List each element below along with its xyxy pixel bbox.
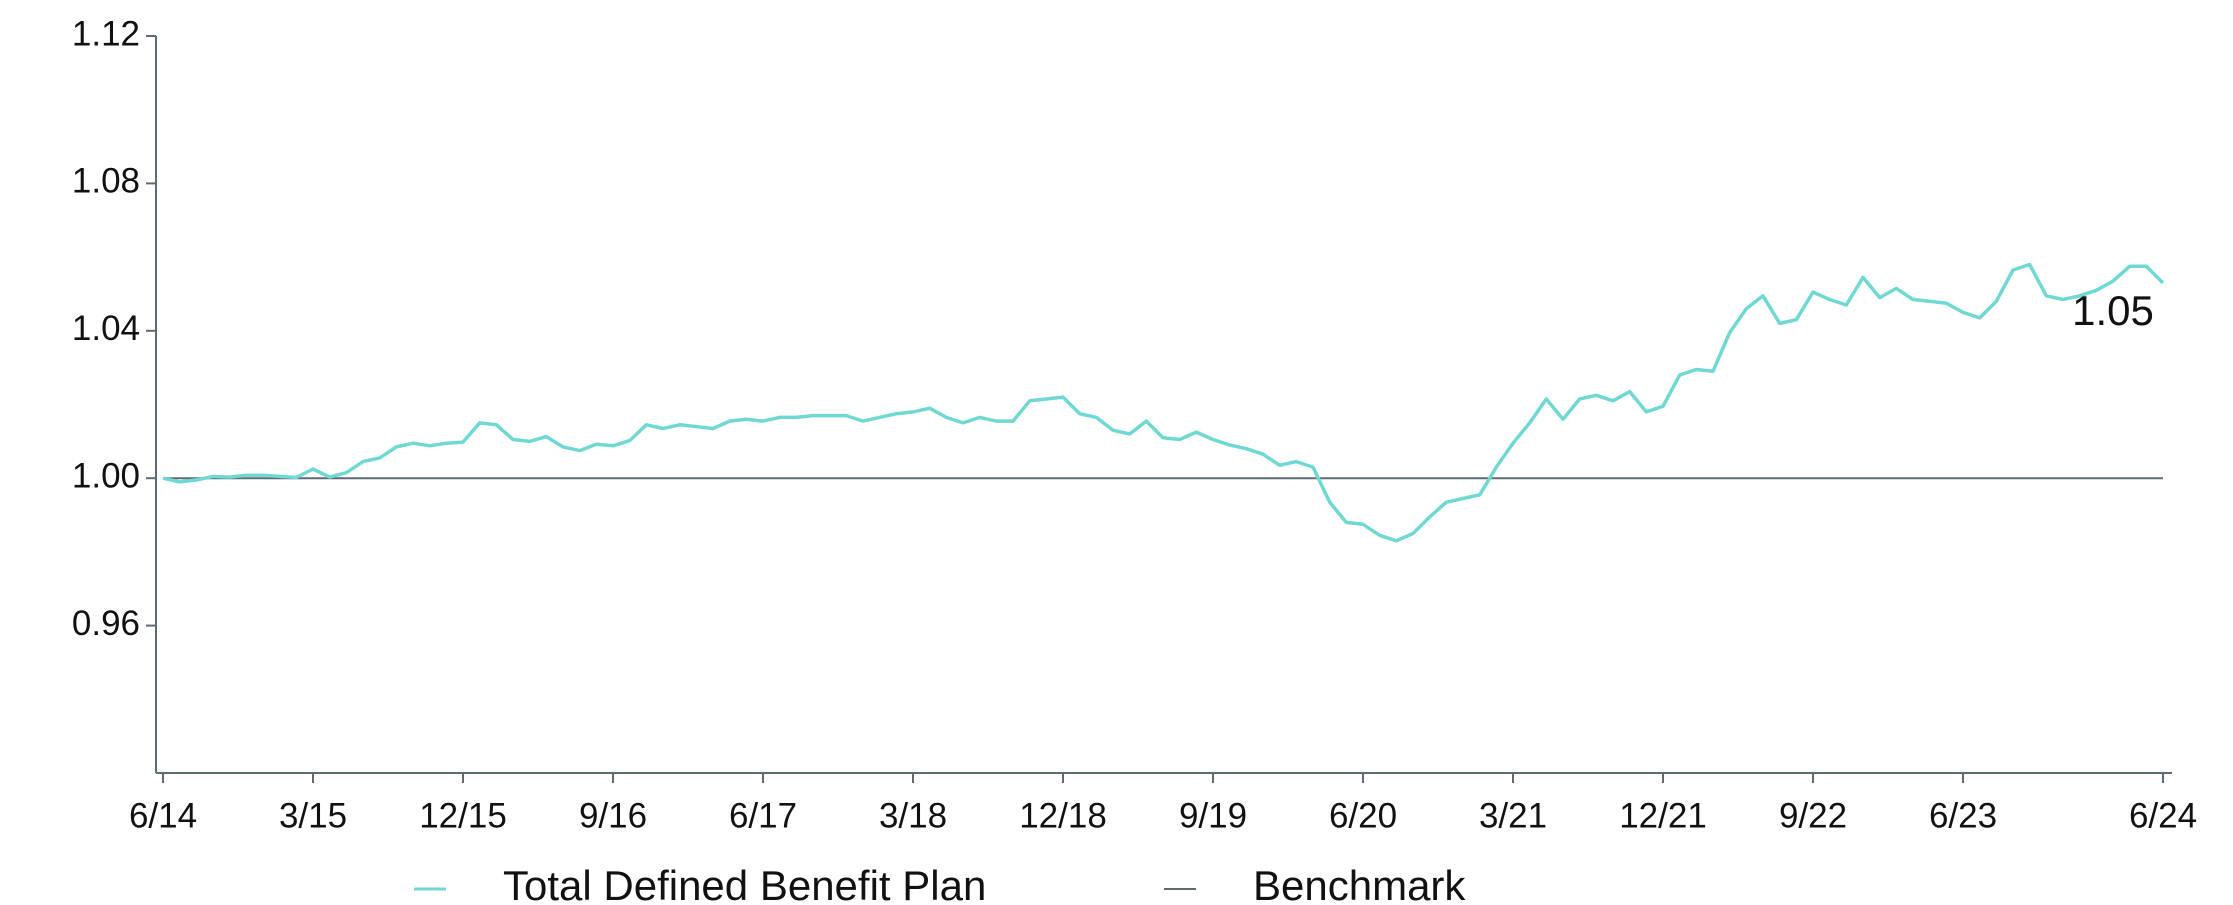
x-tick-label: 6/17 [729, 796, 797, 835]
y-tick-label: 1.12 [72, 14, 140, 53]
annotation: 1.05 [2072, 287, 2154, 334]
x-tick-label: 6/14 [129, 796, 197, 835]
x-tick-label: 6/20 [1329, 796, 1397, 835]
x-tick-label: 9/22 [1779, 796, 1847, 835]
x-tick-label: 9/16 [579, 796, 647, 835]
x-tick-label: 6/23 [1929, 796, 1997, 835]
legend-label: Total Defined Benefit Plan [503, 862, 986, 905]
y-tick-label: 1.08 [72, 162, 140, 201]
y-tick-label: 1.04 [72, 309, 140, 348]
x-tick-label: 12/15 [419, 796, 507, 835]
y-tick-label: 1.00 [72, 456, 140, 495]
x-tick-label: 3/21 [1479, 796, 1547, 835]
legend-label: Benchmark [1253, 862, 1466, 905]
x-tick-label: 3/15 [279, 796, 347, 835]
y-tick-label: 0.96 [72, 604, 140, 643]
x-tick-label: 6/24 [2129, 796, 2197, 835]
x-tick-label: 3/18 [879, 796, 947, 835]
x-tick-label: 12/21 [1619, 796, 1707, 835]
x-tick-label: 12/18 [1019, 796, 1107, 835]
x-tick-label: 9/19 [1179, 796, 1247, 835]
series-line [162, 262, 2165, 543]
